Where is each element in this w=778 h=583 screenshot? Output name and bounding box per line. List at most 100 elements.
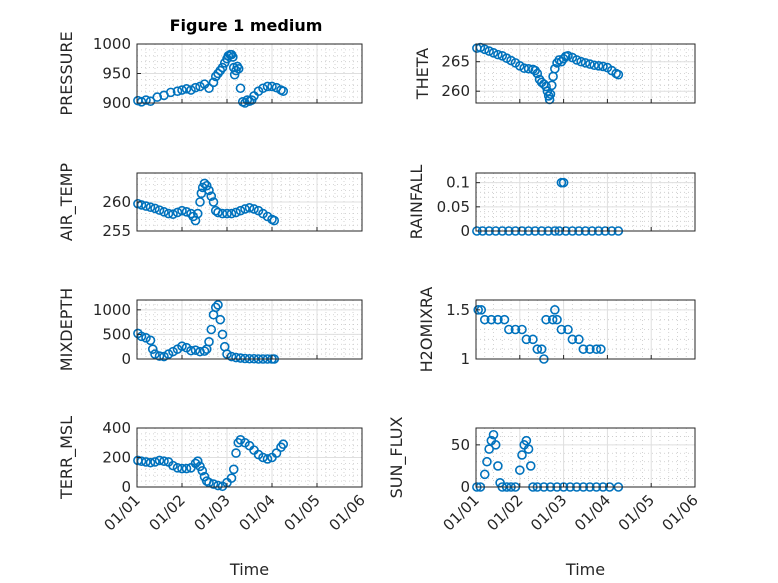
data-point: [267, 81, 277, 92]
data-point: [521, 435, 532, 446]
data-point: [181, 463, 192, 474]
data-point: [150, 349, 160, 359]
y-tick-label: 0: [121, 478, 131, 496]
data-point: [552, 314, 562, 325]
x-tick-label: 01/02: [483, 491, 526, 534]
x-tick-label: 01/02: [146, 491, 189, 534]
y-tick-label: 0: [460, 222, 470, 240]
axes-7: 0 50 01/01 01/02 01/03 01/04 01/05 01/06 Time SUN…: [387, 417, 702, 579]
data-point: [510, 324, 521, 335]
data-point: [159, 456, 169, 466]
x-axis-label: Time: [229, 560, 269, 579]
y-tick-label: 50: [451, 436, 470, 454]
y-tick-label: 255: [102, 222, 131, 240]
data-point: [596, 344, 606, 354]
data-point: [204, 83, 214, 94]
y-tick-label: 1000: [93, 35, 131, 53]
data-point: [545, 89, 556, 99]
data-point: [473, 305, 483, 315]
data-point: [580, 58, 591, 68]
x-tick-label: 01/04: [236, 491, 279, 534]
data-point: [240, 204, 250, 214]
data-point: [199, 346, 210, 356]
data-point: [484, 444, 494, 454]
data-point: [213, 207, 223, 218]
data-point: [172, 86, 183, 96]
data-point: [591, 344, 602, 354]
data-point: [244, 203, 255, 213]
data-point: [217, 62, 228, 73]
x-tick-label: 01/01: [440, 491, 483, 534]
axes-3: 0 0.05 0.1 RAINFALL: [407, 165, 696, 240]
data-point: [258, 83, 268, 94]
data-point: [154, 205, 165, 215]
data-point: [262, 454, 273, 464]
data-point: [479, 314, 490, 325]
data-point: [479, 469, 490, 480]
data-point: [141, 201, 151, 211]
y-tick-label: 0: [121, 350, 131, 368]
y-axis-label: TERR_MSL: [57, 416, 77, 500]
data-point: [226, 473, 237, 483]
data-point: [556, 324, 567, 335]
data-point: [181, 207, 192, 217]
data-point: [585, 59, 595, 69]
data-point: [145, 202, 156, 213]
data-point: [154, 455, 165, 466]
x-tick-label: 01/04: [571, 491, 614, 534]
data-point: [231, 352, 241, 363]
data-point: [558, 177, 569, 188]
data-point: [593, 61, 604, 71]
axes-frame: [475, 43, 696, 104]
y-axis-label: RAINFALL: [407, 165, 426, 240]
y-tick-label: 950: [102, 65, 131, 83]
axes-frame: [475, 427, 696, 488]
data-point: [208, 77, 219, 88]
axes-1: 260 265 THETA: [413, 42, 696, 105]
data-point: [499, 314, 510, 325]
data-point: [523, 444, 534, 454]
data-point: [233, 63, 244, 74]
data-point: [589, 60, 600, 71]
y-tick-label: 260: [441, 82, 470, 100]
data-point: [574, 334, 584, 345]
data-point: [482, 456, 492, 467]
data-point: [150, 457, 160, 467]
data-point: [204, 336, 214, 347]
data-point: [484, 46, 494, 56]
figure-title: Figure 1 medium: [170, 16, 323, 35]
data-point: [192, 456, 203, 466]
data-point: [147, 344, 158, 354]
data-point: [563, 50, 573, 61]
data-point: [204, 185, 214, 196]
data-point: [141, 457, 151, 467]
data-point: [517, 324, 527, 335]
data-point: [490, 440, 501, 450]
x-tick-label: 01/01: [101, 491, 144, 534]
data-point: [271, 448, 282, 458]
data-point: [210, 302, 221, 313]
y-tick-label: 0: [460, 478, 470, 496]
x-tick-label: 01/06: [326, 491, 369, 534]
data-point: [585, 344, 595, 354]
data-point: [222, 208, 232, 219]
axes-5: 1 1.5 H2OMIXRA: [417, 287, 696, 372]
y-tick-label: 0.05: [437, 198, 470, 216]
data-point: [228, 52, 238, 62]
data-point: [514, 465, 525, 475]
data-point: [493, 314, 503, 325]
data-point: [165, 87, 176, 98]
data-point: [213, 480, 223, 491]
axes-0: 900 950 1000 PRESSURE: [57, 31, 363, 116]
data-point: [145, 96, 156, 107]
data-point: [197, 465, 208, 476]
y-tick-label: 200: [102, 449, 131, 467]
data-point: [231, 207, 241, 218]
y-axis-label: PRESSURE: [57, 31, 76, 115]
data-point: [258, 452, 268, 463]
data-point: [150, 203, 160, 214]
data-point: [177, 463, 187, 474]
axes-frame: [136, 299, 363, 360]
data-point: [235, 83, 246, 94]
